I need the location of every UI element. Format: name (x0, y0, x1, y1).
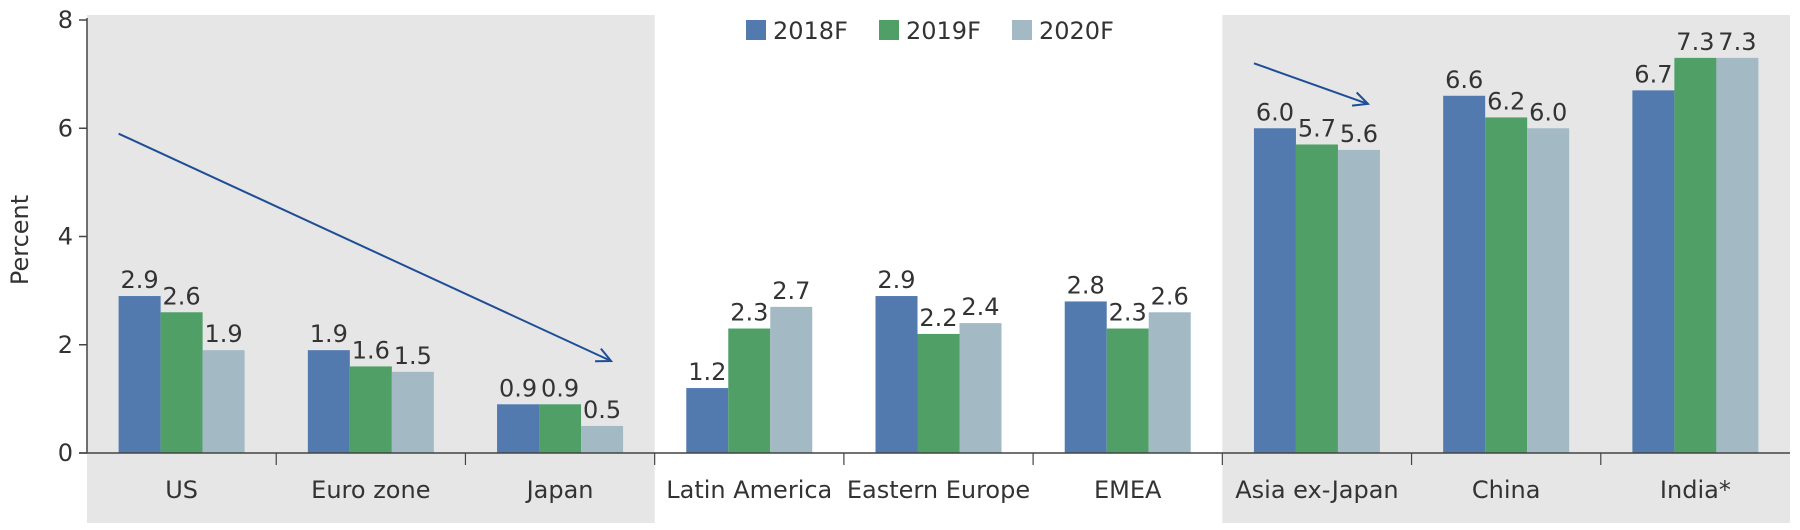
data-label: 2.9 (877, 266, 915, 294)
data-label: 2.7 (772, 277, 810, 305)
legend: 2018F 2019F 2020F (746, 17, 1114, 45)
bar-2020F-US (202, 350, 245, 453)
x-tick-label: Euro zone (311, 476, 430, 504)
bar-2020F-China (1527, 128, 1570, 453)
trend-arrow-line (118, 132, 612, 362)
data-label: 6.6 (1445, 66, 1483, 94)
x-tick-label: Asia ex-Japan (1235, 476, 1398, 504)
data-label: 7.3 (1676, 28, 1714, 56)
bar-2020F-India* (1716, 57, 1759, 453)
data-label: 0.9 (541, 374, 579, 402)
bar-2020F-Asia ex-Japan (1337, 149, 1380, 453)
data-label: 1.6 (352, 336, 390, 364)
bar-2019F-Eastern Europe (917, 333, 960, 453)
bar-2018F-US (118, 296, 161, 453)
bar-2019F-India* (1674, 57, 1717, 453)
y-tick-label: 6 (58, 114, 73, 142)
data-label: 6.0 (1529, 98, 1567, 126)
bar-2018F-Eastern Europe (875, 296, 918, 453)
data-label: 2.4 (961, 293, 999, 321)
data-label: 1.9 (205, 320, 243, 348)
bar-2019F-EMEA (1106, 328, 1149, 453)
legend-swatch-2019F (879, 20, 899, 40)
bar-2020F-EMEA (1148, 312, 1191, 453)
x-tick-label: US (165, 476, 198, 504)
bars (118, 57, 1759, 454)
bar-2020F-Latin America (770, 306, 813, 453)
x-tick-label: Japan (525, 476, 594, 504)
bar-2020F-Euro zone (391, 371, 434, 453)
x-tick-label: China (1472, 476, 1541, 504)
data-label: 5.6 (1340, 120, 1378, 148)
data-label: 5.7 (1298, 114, 1336, 142)
legend-label-2020F: 2020F (1039, 17, 1114, 45)
bar-2018F-Asia ex-Japan (1253, 128, 1296, 453)
data-label: 6.7 (1634, 60, 1672, 88)
data-label: 2.8 (1067, 271, 1105, 299)
bar-2018F-India* (1632, 90, 1675, 454)
trend-arrow-head (1351, 91, 1371, 107)
bar-2020F-Eastern Europe (959, 323, 1002, 453)
legend-swatch-2020F (1012, 20, 1032, 40)
y-tick-label: 0 (58, 439, 73, 467)
y-axis-title: Percent (6, 195, 34, 285)
x-tick-label: Latin America (666, 476, 832, 504)
y-ticks: 0 2 4 6 8 (58, 6, 87, 467)
data-label: 2.3 (730, 299, 768, 327)
data-label: 0.5 (583, 396, 621, 424)
bar-2020F-Japan (581, 425, 624, 453)
x-tick-label: EMEA (1094, 476, 1162, 504)
bar-2018F-Latin America (686, 388, 729, 453)
data-label: 6.2 (1487, 87, 1525, 115)
bar-2018F-EMEA (1064, 301, 1107, 453)
bar-2019F-China (1485, 117, 1528, 454)
data-label: 2.6 (163, 282, 201, 310)
bar-2019F-US (160, 312, 203, 453)
y-tick-label: 4 (58, 223, 73, 251)
legend-label-2018F: 2018F (773, 17, 848, 45)
bar-2019F-Latin America (728, 328, 771, 453)
legend-swatch-2018F (746, 20, 766, 40)
data-labels: 2.91.90.91.22.9 2.86.06.6 6.72.61.60.92.3 2… (121, 28, 1757, 424)
x-tick-label: Eastern Europe (847, 476, 1030, 504)
y-tick-label: 8 (58, 6, 73, 34)
bar-2019F-Euro zone (349, 366, 392, 453)
trend-arrow-head (595, 347, 614, 363)
trend-arrow-line (1253, 62, 1369, 105)
data-label: 1.2 (688, 358, 726, 386)
data-label: 7.3 (1718, 28, 1756, 56)
bar-2019F-Japan (539, 404, 582, 453)
x-tick-label: India* (1660, 476, 1731, 504)
data-label: 2.3 (1109, 299, 1147, 327)
data-label: 2.9 (121, 266, 159, 294)
bar-2018F-Japan (497, 404, 540, 453)
y-tick-label: 2 (58, 331, 73, 359)
bar-2018F-China (1443, 95, 1486, 454)
bar-2019F-Asia ex-Japan (1295, 144, 1338, 454)
data-label: 2.2 (919, 304, 957, 332)
data-label: 1.9 (310, 320, 348, 348)
bar-2018F-Euro zone (307, 350, 350, 453)
data-label: 0.9 (499, 374, 537, 402)
legend-label-2019F: 2019F (906, 17, 981, 45)
x-categories: US Euro zone Japan Latin America Eastern Eur… (165, 476, 1731, 504)
data-label: 1.5 (394, 342, 432, 370)
data-label: 2.6 (1151, 282, 1189, 310)
data-label: 6.0 (1256, 98, 1294, 126)
axes (79, 18, 1790, 465)
trend-arrows (118, 62, 1371, 363)
